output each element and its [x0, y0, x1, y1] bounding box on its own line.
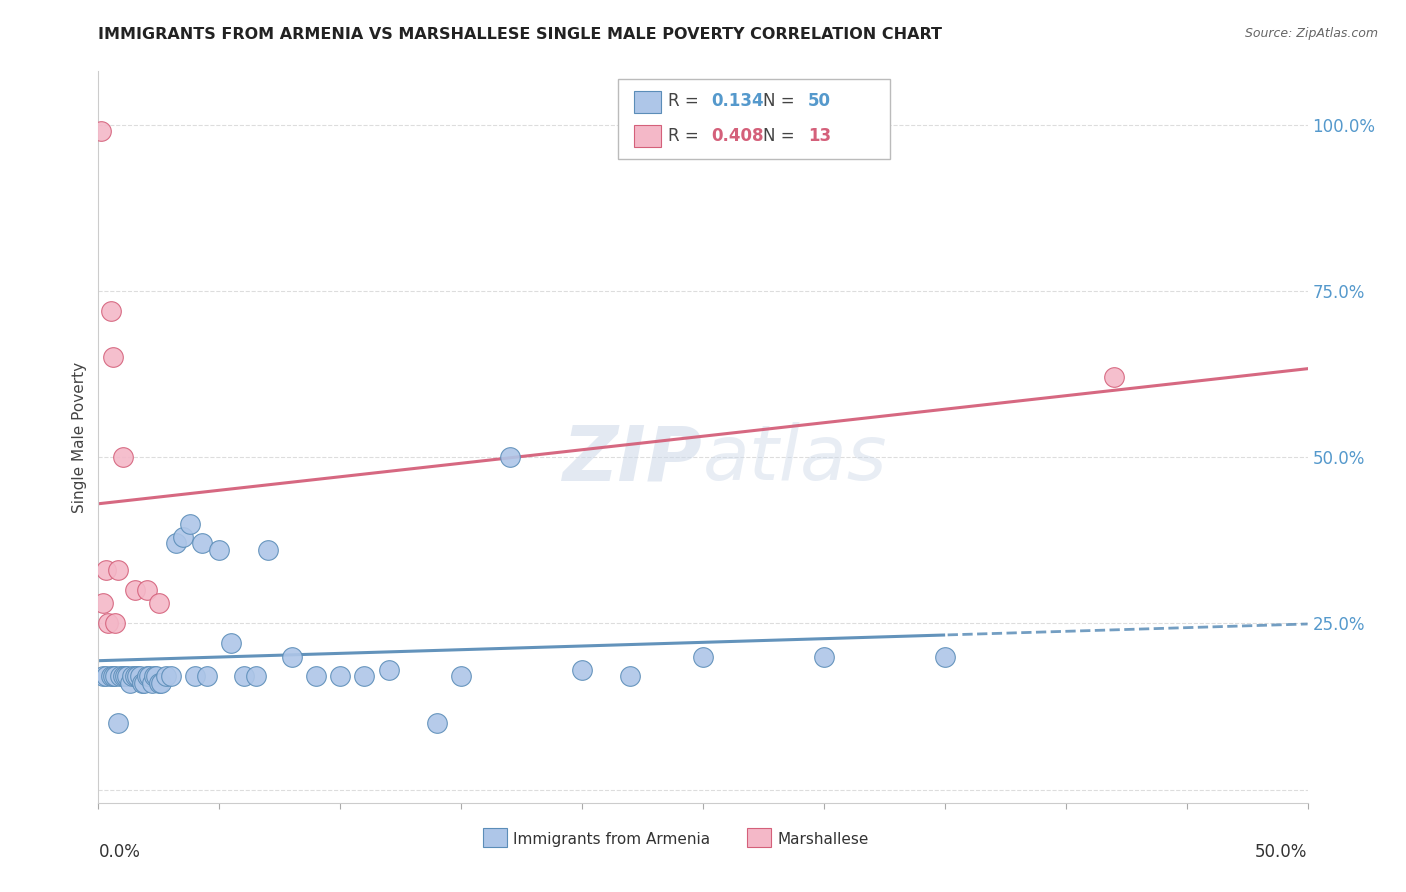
- Text: N =: N =: [763, 127, 800, 145]
- Point: [94, 563, 117, 577]
- Point: [114, 669, 136, 683]
- Point: [245, 669, 267, 683]
- Point: [91, 669, 114, 683]
- Text: R =: R =: [668, 93, 704, 111]
- Point: [135, 582, 157, 597]
- Point: [619, 669, 641, 683]
- Point: [191, 536, 214, 550]
- Point: [131, 676, 153, 690]
- Point: [160, 669, 183, 683]
- Point: [571, 663, 593, 677]
- Point: [124, 582, 146, 597]
- Point: [184, 669, 207, 683]
- Point: [450, 669, 472, 683]
- Point: [124, 669, 146, 683]
- Point: [90, 124, 112, 138]
- FancyBboxPatch shape: [634, 125, 661, 146]
- FancyBboxPatch shape: [482, 829, 508, 847]
- Point: [108, 669, 131, 683]
- Point: [145, 669, 167, 683]
- Point: [498, 450, 520, 464]
- Point: [377, 663, 399, 677]
- Point: [127, 669, 149, 683]
- Point: [813, 649, 835, 664]
- Point: [128, 669, 150, 683]
- Text: ZIP: ZIP: [564, 422, 703, 496]
- Point: [107, 716, 129, 731]
- Point: [155, 669, 177, 683]
- Point: [111, 669, 134, 683]
- Point: [195, 669, 218, 683]
- Point: [934, 649, 956, 664]
- Text: R =: R =: [668, 127, 704, 145]
- Point: [281, 649, 304, 664]
- Point: [172, 530, 194, 544]
- Point: [100, 303, 122, 318]
- Point: [165, 536, 187, 550]
- Point: [426, 716, 449, 731]
- Text: 50.0%: 50.0%: [1256, 843, 1308, 861]
- Point: [138, 669, 160, 683]
- Text: 0.134: 0.134: [711, 93, 763, 111]
- Point: [94, 669, 117, 683]
- Point: [232, 669, 254, 683]
- Text: Source: ZipAtlas.com: Source: ZipAtlas.com: [1244, 27, 1378, 40]
- Text: 50: 50: [808, 93, 831, 111]
- Point: [221, 636, 243, 650]
- Point: [179, 516, 201, 531]
- Point: [111, 450, 134, 464]
- Point: [1102, 370, 1125, 384]
- Point: [104, 616, 127, 631]
- Point: [104, 669, 127, 683]
- Text: 0.408: 0.408: [711, 127, 763, 145]
- Point: [101, 669, 124, 683]
- Point: [97, 616, 120, 631]
- Point: [91, 596, 114, 610]
- Y-axis label: Single Male Poverty: Single Male Poverty: [72, 361, 87, 513]
- FancyBboxPatch shape: [619, 78, 890, 159]
- Point: [353, 669, 375, 683]
- Text: atlas: atlas: [703, 422, 887, 496]
- Point: [134, 676, 156, 690]
- Point: [107, 563, 129, 577]
- Text: Immigrants from Armenia: Immigrants from Armenia: [513, 832, 710, 847]
- Point: [148, 596, 170, 610]
- Text: N =: N =: [763, 93, 800, 111]
- Point: [101, 351, 124, 365]
- FancyBboxPatch shape: [747, 829, 770, 847]
- Text: IMMIGRANTS FROM ARMENIA VS MARSHALLESE SINGLE MALE POVERTY CORRELATION CHART: IMMIGRANTS FROM ARMENIA VS MARSHALLESE S…: [98, 27, 942, 42]
- Text: 13: 13: [808, 127, 831, 145]
- Point: [150, 676, 173, 690]
- Point: [135, 669, 157, 683]
- Point: [141, 676, 163, 690]
- Point: [100, 669, 122, 683]
- Point: [117, 669, 139, 683]
- Point: [148, 676, 170, 690]
- FancyBboxPatch shape: [634, 91, 661, 113]
- Point: [305, 669, 328, 683]
- Point: [143, 669, 166, 683]
- Point: [692, 649, 714, 664]
- Point: [329, 669, 352, 683]
- Point: [208, 543, 231, 558]
- Text: Marshallese: Marshallese: [778, 832, 869, 847]
- Text: 0.0%: 0.0%: [98, 843, 141, 861]
- Point: [121, 669, 143, 683]
- Point: [118, 676, 141, 690]
- Point: [256, 543, 278, 558]
